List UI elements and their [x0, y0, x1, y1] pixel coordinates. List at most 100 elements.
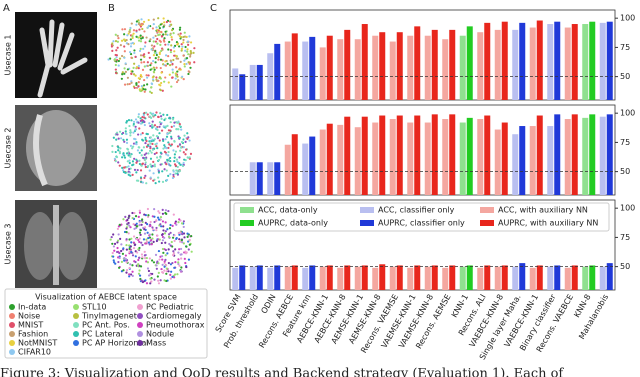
latent-point: [162, 125, 165, 128]
latent-point: [110, 235, 113, 239]
latent-point: [139, 277, 142, 281]
latent-point: [175, 223, 178, 226]
bar: [326, 265, 333, 290]
legend-swatch: [9, 304, 15, 310]
latent-point: [171, 261, 174, 265]
latent-point: [152, 70, 155, 73]
latent-point: [135, 35, 138, 38]
latent-point: [181, 241, 184, 244]
latent-point: [142, 61, 146, 64]
latent-point: [183, 158, 186, 161]
legend-label: Pneumothorax: [146, 321, 205, 330]
latent-point: [193, 61, 196, 64]
latent-point: [141, 27, 144, 31]
latent-point: [112, 255, 115, 258]
latent-point: [116, 40, 119, 43]
bar: [239, 265, 246, 290]
latent-point: [152, 179, 155, 182]
latent-point: [139, 233, 142, 236]
latent-point: [174, 172, 177, 175]
legend-label: NotMNIST: [18, 339, 57, 348]
latent-point: [167, 81, 170, 84]
bar: [547, 24, 554, 101]
latent-point: [174, 150, 178, 153]
latent-point: [155, 53, 158, 57]
bar: [407, 35, 414, 100]
legend-label: Fashion: [18, 330, 48, 339]
bar: [554, 265, 561, 290]
latent-point: [131, 160, 135, 163]
latent-point: [168, 40, 171, 44]
legend-label: Noise: [18, 312, 40, 321]
latent-point: [179, 247, 183, 251]
latent-point: [134, 250, 137, 253]
bar: [512, 134, 519, 195]
latent-point: [176, 145, 180, 148]
latent-point: [148, 90, 152, 93]
bar: [554, 114, 561, 195]
latent-point: [128, 30, 131, 34]
latent-point: [152, 36, 155, 39]
plot-frame: [229, 9, 616, 101]
latent-point: [132, 131, 135, 134]
latent-point: [124, 130, 127, 133]
latent-point: [135, 225, 139, 228]
latent-point: [189, 41, 193, 44]
latent-point: [133, 168, 137, 171]
latent-point: [167, 162, 170, 165]
latent-point: [174, 261, 177, 264]
latent-point: [126, 160, 129, 163]
latent-point: [162, 225, 165, 228]
bar: [477, 119, 484, 195]
latent-point: [137, 67, 140, 70]
latent-point: [164, 258, 167, 261]
bar: [466, 26, 473, 101]
latent-point: [138, 240, 141, 244]
latent-point: [146, 267, 150, 270]
latent-point: [165, 212, 168, 215]
latent-point: [171, 236, 175, 239]
latent-point: [127, 42, 130, 46]
latent-point: [165, 263, 168, 267]
latent-point: [184, 49, 187, 52]
latent-point: [162, 139, 165, 142]
latent-point: [123, 28, 127, 31]
latent-point: [125, 141, 129, 144]
latent-point: [167, 55, 170, 58]
bar: [484, 265, 491, 290]
latent-point: [143, 45, 147, 48]
latent-point: [120, 77, 123, 80]
latent-point: [136, 168, 139, 172]
latent-point: [156, 275, 159, 278]
latent-point: [178, 156, 181, 159]
latent-point: [164, 230, 167, 233]
latent-point: [134, 118, 138, 121]
latent-legend-box: [4, 288, 208, 359]
latent-point: [178, 143, 182, 146]
latent-point: [151, 142, 154, 146]
latent-point: [180, 257, 183, 260]
bar: [344, 116, 351, 195]
latent-point: [124, 254, 127, 257]
latent-point: [150, 243, 153, 246]
latent-point: [149, 277, 152, 280]
latent-point: [139, 54, 143, 57]
legend-swatch: [480, 207, 494, 213]
latent-point: [141, 121, 144, 124]
latent-point: [166, 62, 169, 65]
latent-point: [166, 158, 169, 161]
bar: [501, 21, 508, 101]
latent-point: [166, 228, 169, 231]
latent-point: [134, 138, 137, 141]
latent-point: [150, 165, 153, 168]
latent-point: [171, 71, 175, 74]
latent-point: [151, 114, 154, 117]
latent-point: [161, 271, 164, 274]
latent-point: [117, 37, 120, 40]
legend-label: PC Lateral: [82, 330, 123, 339]
bar: [484, 22, 491, 100]
latent-point: [134, 260, 137, 264]
latent-point: [163, 40, 166, 43]
latent-point: [182, 38, 185, 42]
latent-point: [143, 254, 146, 257]
